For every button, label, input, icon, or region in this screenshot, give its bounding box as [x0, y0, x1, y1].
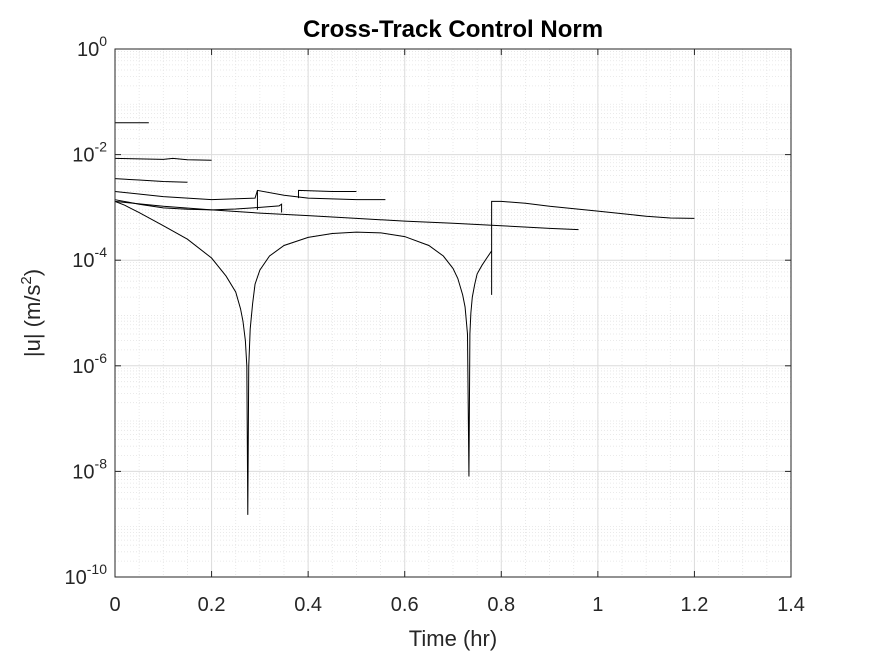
series-line-10: [491, 200, 695, 295]
series-line-2: [114, 157, 212, 161]
y-tick-label-base: 10: [72, 461, 94, 483]
y-tick-label-exponent: -4: [95, 244, 108, 260]
axis-ticks: [114, 48, 792, 578]
series-group: [114, 122, 695, 515]
y-tick-label-base: 10: [65, 567, 87, 589]
axes-box: [114, 48, 792, 578]
y-tick-label-base: 10: [72, 250, 94, 272]
series-line-7: [114, 199, 283, 213]
series-line-6: [297, 189, 357, 199]
series-line-8: [114, 200, 579, 231]
y-tick-label: 100: [77, 33, 107, 61]
x-tick-label: 1.4: [777, 594, 805, 616]
y-tick-label: 10-10: [65, 561, 108, 589]
x-axis-label: Time (hr): [409, 626, 497, 651]
y-axis-label-sup: 2: [18, 276, 35, 284]
y-tick-label-exponent: -10: [87, 561, 107, 577]
y-tick-label: 10-8: [72, 455, 107, 483]
x-tick-label: 1.2: [681, 594, 709, 616]
y-tick-label-base: 10: [72, 356, 94, 378]
y-axis-label-close: ): [20, 269, 45, 276]
series-line-9: [114, 200, 493, 515]
y-tick-label-exponent: 0: [99, 33, 107, 49]
x-tick-label: 0.6: [391, 594, 419, 616]
y-axis-label-base: |u| (m/s: [20, 285, 45, 358]
x-tick-label: 0.8: [487, 594, 515, 616]
series-line-3: [114, 178, 188, 183]
y-tick-label-exponent: -6: [95, 350, 108, 366]
y-tick-label-exponent: -2: [95, 139, 108, 155]
y-tick-label-base: 10: [72, 145, 94, 167]
x-tick-label: 0.4: [294, 594, 322, 616]
y-tick-label: 10-2: [72, 139, 107, 167]
x-tick-label: 0: [109, 594, 120, 616]
y-tick-label-exponent: -8: [95, 455, 108, 471]
x-tick-labels: 0 0.2 0.4 0.6 0.8 1 1.2 1.4: [109, 594, 804, 616]
chart-title: Cross-Track Control Norm: [303, 16, 603, 43]
x-tick-label: 0.2: [198, 594, 226, 616]
y-tick-label: 10-4: [72, 244, 107, 272]
y-axis-label: |u| (m/s2): [18, 269, 45, 357]
y-tick-label: 10-6: [72, 350, 107, 378]
y-tick-label-base: 10: [77, 39, 99, 61]
x-tick-label: 1: [592, 594, 603, 616]
